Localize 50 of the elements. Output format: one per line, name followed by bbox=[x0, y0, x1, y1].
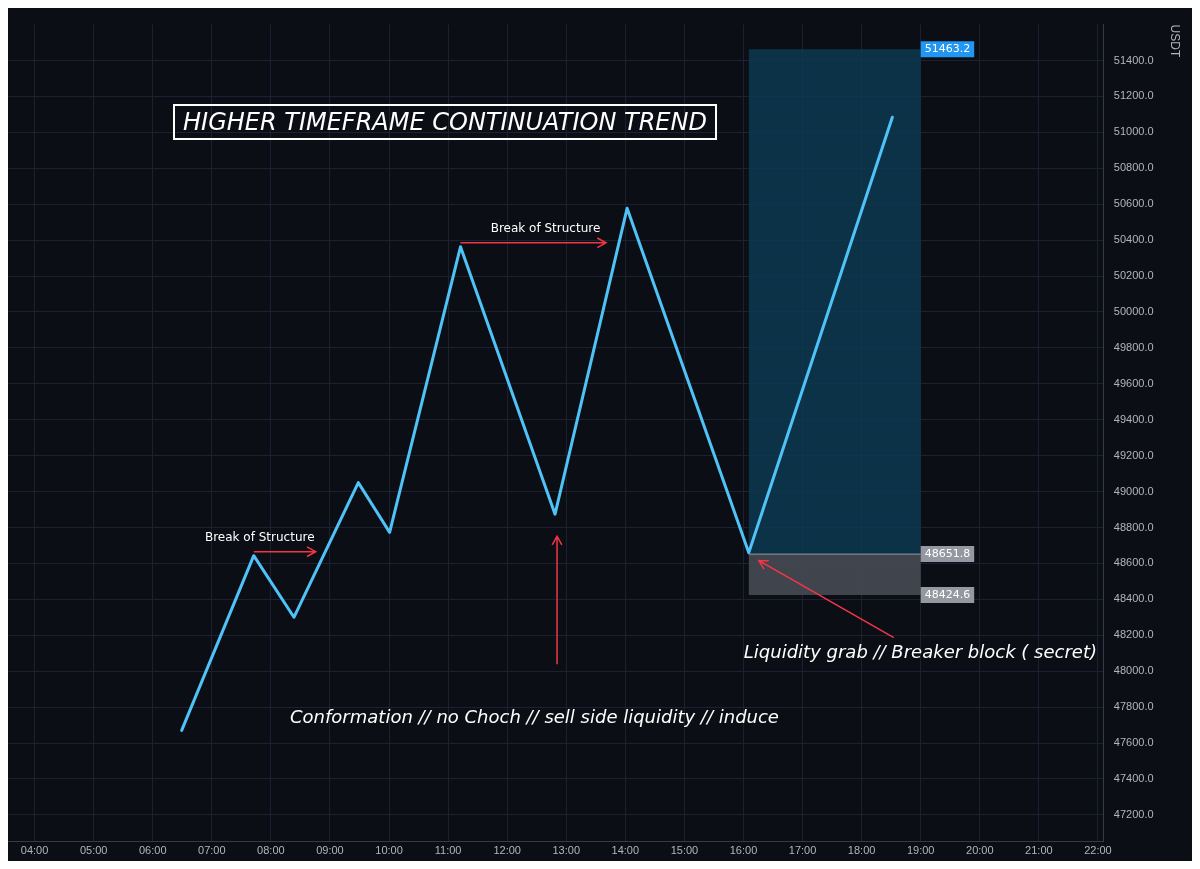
y-tick-label: 48800.0 bbox=[1113, 520, 1154, 533]
x-tick-label: 09:00 bbox=[316, 844, 344, 857]
y-tick-label: 47600.0 bbox=[1113, 736, 1154, 749]
y-tick-label: 47800.0 bbox=[1113, 700, 1154, 713]
annotation: Break of Structure bbox=[204, 529, 315, 544]
y-tick-label: 51200.0 bbox=[1113, 89, 1154, 102]
y-tick-label: 50800.0 bbox=[1113, 161, 1154, 174]
y-tick-label: 47400.0 bbox=[1113, 771, 1154, 784]
x-tick-label: 12:00 bbox=[493, 844, 521, 857]
x-tick-label: 20:00 bbox=[966, 844, 994, 857]
annotation: Conformation // no Choch // sell side liquidity // induce bbox=[290, 706, 779, 728]
y-tick-label: 48000.0 bbox=[1113, 664, 1154, 677]
y-tick-label: 50200.0 bbox=[1113, 269, 1154, 282]
annotation: Liquidity grab // Breaker block ( secret) bbox=[743, 640, 1097, 662]
annotation: Break of Structure bbox=[490, 220, 601, 235]
y-tick-label: 48400.0 bbox=[1113, 592, 1154, 605]
y-tick-label: 51000.0 bbox=[1113, 125, 1154, 138]
band-label: 48424.6 bbox=[924, 587, 971, 601]
y-tick-label: 47200.0 bbox=[1113, 807, 1154, 820]
y-tick-label: 50000.0 bbox=[1113, 305, 1154, 317]
x-tick-label: 17:00 bbox=[788, 844, 817, 857]
y-tick-label: 48600.0 bbox=[1113, 556, 1154, 569]
x-tick-label: 08:00 bbox=[257, 844, 285, 857]
band-label: 51463.2 bbox=[924, 42, 971, 56]
y-tick-label: 49600.0 bbox=[1113, 376, 1154, 389]
y-axis-title: USDT bbox=[1168, 24, 1183, 58]
x-tick-label: 05:00 bbox=[79, 844, 108, 857]
x-tick-label: 16:00 bbox=[729, 844, 758, 857]
x-tick-label: 22:00 bbox=[1084, 844, 1112, 857]
text: HIGHER TIMEFRAME CONTINUATION TREND bbox=[173, 104, 717, 140]
y-tick-label: 49200.0 bbox=[1113, 448, 1154, 461]
y-tick-label: 51400.0 bbox=[1113, 53, 1154, 66]
y-tick-label: 50600.0 bbox=[1113, 197, 1154, 210]
x-tick-label: 19:00 bbox=[906, 844, 935, 857]
x-tick-label: 06:00 bbox=[138, 844, 167, 857]
y-tick-label: 49400.0 bbox=[1113, 412, 1154, 425]
x-tick-label: 21:00 bbox=[1025, 844, 1053, 857]
x-tick-label: 10:00 bbox=[375, 844, 403, 857]
x-tick-label: 13:00 bbox=[552, 844, 581, 857]
x-tick-label: 04:00 bbox=[20, 844, 49, 857]
x-tick-label: 18:00 bbox=[847, 844, 876, 857]
y-tick-label: 50400.0 bbox=[1113, 233, 1154, 246]
x-tick-label: 15:00 bbox=[670, 844, 699, 857]
x-tick-label: 14:00 bbox=[611, 844, 640, 857]
x-tick-label: 11:00 bbox=[434, 844, 462, 857]
x-tick-label: 07:00 bbox=[198, 844, 226, 857]
y-tick-label: 49800.0 bbox=[1113, 340, 1154, 353]
y-tick-label: 48200.0 bbox=[1113, 628, 1154, 641]
y-tick-label: 49000.0 bbox=[1113, 484, 1154, 497]
ref-line-label: 48651.8 bbox=[924, 546, 971, 560]
